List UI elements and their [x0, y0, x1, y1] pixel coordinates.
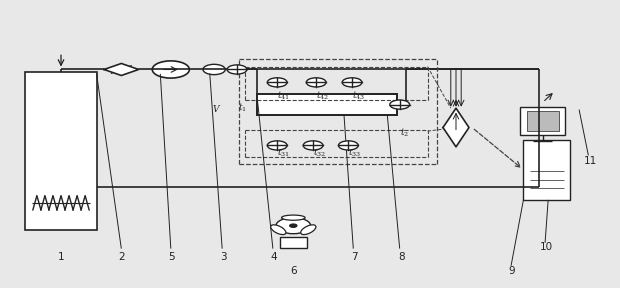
Bar: [280, 236, 307, 248]
Text: $t_{32}$: $t_{32}$: [313, 146, 326, 159]
Circle shape: [267, 78, 287, 87]
Circle shape: [303, 141, 323, 150]
Text: 2: 2: [118, 252, 125, 262]
Circle shape: [276, 218, 311, 234]
Text: 11: 11: [583, 156, 597, 166]
Text: $t_{33}$: $t_{33}$: [348, 146, 361, 159]
Text: 8: 8: [398, 252, 405, 262]
Text: $t_{42}$: $t_{42}$: [316, 89, 329, 102]
Text: $t_1$: $t_1$: [238, 102, 247, 114]
Circle shape: [267, 141, 287, 150]
Bar: [526, 111, 559, 131]
Text: $t_{43}$: $t_{43}$: [352, 89, 365, 102]
Text: 6: 6: [291, 266, 297, 276]
Text: 7: 7: [351, 252, 358, 262]
Bar: [523, 140, 570, 200]
Ellipse shape: [301, 225, 316, 235]
Circle shape: [227, 65, 247, 74]
Bar: [25, 72, 97, 230]
Text: $V$: $V$: [211, 103, 221, 114]
Text: $t_2$: $t_2$: [400, 126, 409, 139]
Text: 3: 3: [220, 252, 227, 262]
Polygon shape: [443, 108, 469, 147]
Bar: [520, 107, 565, 135]
Ellipse shape: [281, 215, 305, 220]
Bar: [257, 94, 397, 115]
Text: 10: 10: [540, 242, 553, 252]
Polygon shape: [104, 63, 139, 75]
Circle shape: [153, 61, 189, 78]
Circle shape: [339, 141, 358, 150]
Circle shape: [306, 78, 326, 87]
Circle shape: [203, 64, 225, 75]
Text: $t_{31}$: $t_{31}$: [277, 146, 290, 159]
Ellipse shape: [271, 225, 286, 235]
Text: 1: 1: [58, 252, 64, 262]
Text: $t_{41}$: $t_{41}$: [277, 89, 290, 102]
Circle shape: [390, 100, 410, 109]
Text: 5: 5: [168, 252, 175, 262]
Text: 9: 9: [508, 266, 515, 276]
Circle shape: [290, 224, 297, 228]
Text: 4: 4: [270, 252, 277, 262]
Circle shape: [342, 78, 362, 87]
